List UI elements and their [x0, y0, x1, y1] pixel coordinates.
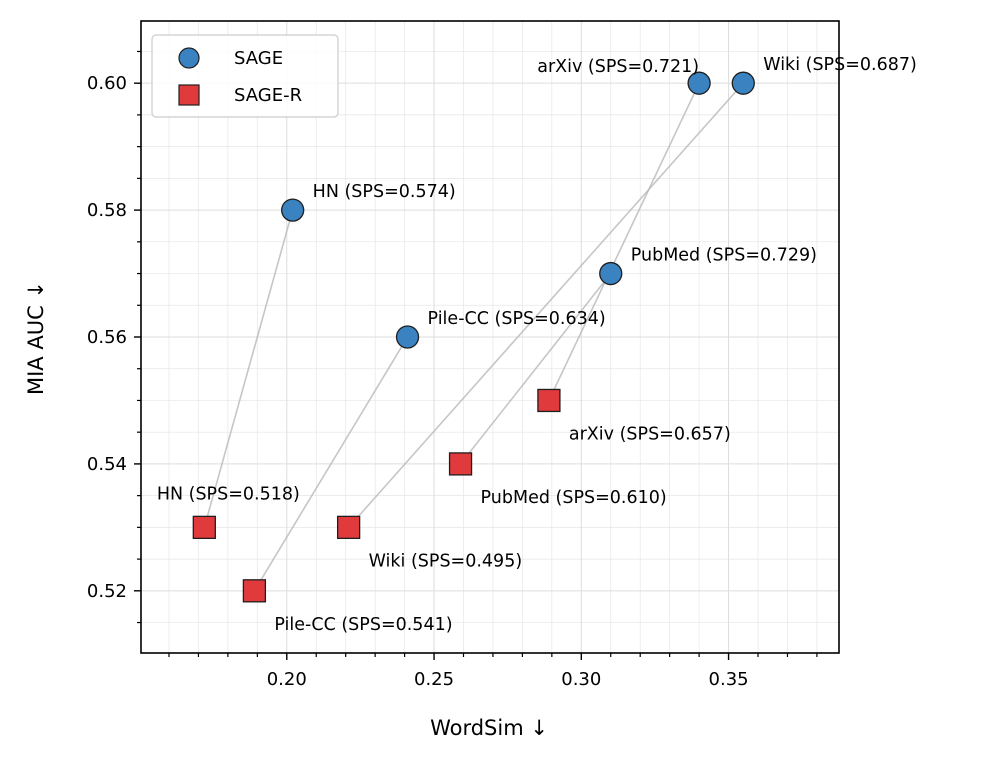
- connector-pile-cc: [253, 336, 409, 592]
- x-tick-label: 0.30: [561, 669, 601, 690]
- sage-r-point-pile-cc: [242, 579, 267, 603]
- x-tick-label: 0.20: [267, 669, 307, 690]
- legend-label-sage: SAGE: [234, 48, 283, 69]
- connector-pubmed: [459, 273, 612, 465]
- axis-ticks: 0.20 0.25 0.30 0.35 0.52 0.54 0.56 0.58 0.60: [87, 50, 818, 690]
- sage-label-pubmed: PubMed (SPS=0.729): [631, 246, 817, 266]
- sage-point-pubmed: [599, 261, 623, 286]
- connector-wiki: [348, 82, 744, 528]
- sage-r-point-hn: [192, 515, 216, 540]
- y-tick-label: 0.56: [87, 327, 127, 348]
- x-axis-label: WordSim ↓: [430, 716, 548, 740]
- connector-lines: [203, 82, 744, 592]
- sage-point-pile-cc: [395, 325, 420, 349]
- sage-label-pile-cc: Pile-CC (SPS=0.634): [428, 309, 606, 329]
- sage-r-label-wiki: Wiki (SPS=0.495): [369, 551, 523, 571]
- x-tick-label: 0.35: [709, 669, 749, 690]
- sage-label-wiki: Wiki (SPS=0.687): [763, 55, 917, 75]
- legend: SAGE SAGE-R: [151, 34, 339, 118]
- sage-r-point-wiki: [336, 515, 361, 540]
- y-tick-label: 0.52: [87, 581, 127, 602]
- sage-point-arxiv: [687, 71, 711, 95]
- legend-marker-sage-r: [178, 84, 200, 106]
- sage-r-label-arxiv: arXiv (SPS=0.657): [569, 424, 731, 444]
- sage-point-wiki: [731, 71, 755, 95]
- sage-r-point-pubmed: [448, 452, 473, 476]
- connector-arxiv: [548, 82, 700, 401]
- y-axis-label: MIA AUC ↓: [24, 281, 48, 395]
- connector-hn: [203, 209, 294, 528]
- y-tick-label: 0.58: [87, 200, 127, 221]
- sage-label-arxiv: arXiv (SPS=0.721): [537, 57, 699, 77]
- sage-label-hn: HN (SPS=0.574): [313, 182, 456, 202]
- sage-point-hn: [281, 198, 305, 222]
- sage-r-point-arxiv: [537, 388, 561, 413]
- legend-marker-sage: [178, 47, 200, 69]
- data-markers: [192, 71, 755, 603]
- y-tick-label: 0.54: [87, 454, 127, 475]
- x-tick-label: 0.25: [414, 669, 454, 690]
- sage-r-label-hn: HN (SPS=0.518): [157, 484, 300, 504]
- sage-r-label-pubmed: PubMed (SPS=0.610): [481, 488, 667, 508]
- legend-label-sage-r: SAGE-R: [234, 85, 302, 106]
- sage-r-label-pile-cc: Pile-CC (SPS=0.541): [274, 615, 452, 635]
- y-tick-label: 0.60: [87, 73, 127, 94]
- point-labels: arXiv (SPS=0.721) Wiki (SPS=0.687) HN (SPS…: [157, 55, 917, 635]
